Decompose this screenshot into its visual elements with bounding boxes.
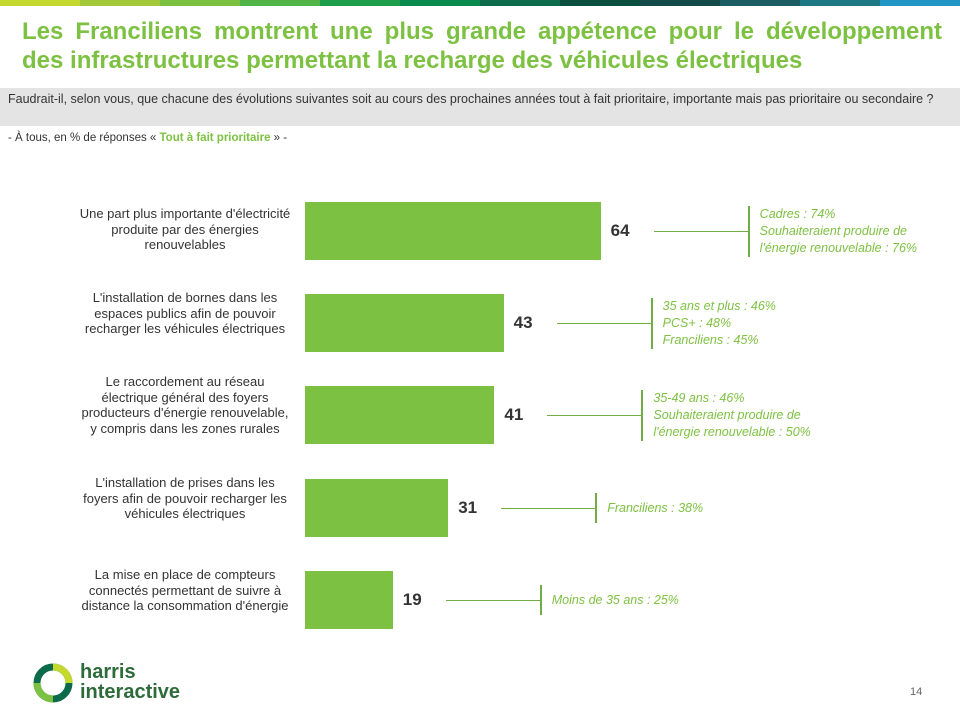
subgroup-annotation: Moins de 35 ans : 25%	[552, 592, 679, 609]
top-bar-segment	[320, 0, 400, 6]
data-label: 41	[504, 405, 524, 424]
logo-wordmark: harris interactive	[80, 662, 180, 702]
top-bar-segment	[640, 0, 720, 6]
top-bar-segment	[400, 0, 480, 6]
connector-line	[547, 415, 642, 416]
connector-line	[445, 600, 540, 601]
annotation-line: Franciliens : 38%	[607, 500, 704, 515]
annotation-line: 35 ans et plus : 46%	[662, 298, 776, 313]
logo-line-2: interactive	[80, 681, 181, 703]
subgroup-annotation: Franciliens : 38%	[607, 500, 703, 517]
question-band	[0, 88, 960, 126]
top-bar-segment	[560, 0, 640, 6]
data-label: 64	[610, 221, 630, 240]
base-note: - À tous, en % de réponses « Tout à fait…	[8, 132, 287, 144]
annotation-line: Cadres : 74%	[759, 206, 836, 221]
subgroup-annotation: Cadres : 74% Souhaiteraient produire de l'…	[760, 206, 917, 257]
top-bar-segment	[160, 0, 240, 6]
base-highlight: Tout à fait prioritaire	[159, 132, 271, 144]
page-title: Les Franciliens montrent une plus grande…	[22, 18, 942, 74]
base-suffix: » -	[270, 132, 288, 144]
harris-interactive-logo-icon	[33, 663, 73, 703]
bar	[305, 386, 495, 444]
bar	[305, 202, 601, 260]
category-label: L'installation de bornes dans les espace…	[84, 290, 286, 336]
question-text: Faudrait-il, selon vous, que chacune des…	[8, 92, 934, 106]
bracket-line	[595, 493, 598, 523]
bar	[305, 571, 393, 629]
page-number: 14	[910, 686, 923, 698]
subgroup-annotation: 35-49 ans : 46% Souhaiteraient produire d…	[653, 390, 810, 441]
top-bar-segment	[720, 0, 800, 6]
logo-line-1: harris	[80, 661, 136, 683]
bracket-line	[641, 389, 644, 441]
category-label: Le raccordement au réseau électrique gén…	[81, 374, 289, 436]
annotation-line: Souhaiteraient produire de	[759, 223, 907, 238]
subgroup-annotation: 35 ans et plus : 46% PCS+ : 48% Francilien…	[663, 298, 776, 349]
base-prefix: - À tous, en % de réponses «	[8, 132, 160, 144]
annotation-line: Moins de 35 ans : 25%	[551, 592, 679, 607]
top-bar-segment	[240, 0, 320, 6]
top-bar-segment	[480, 0, 560, 6]
category-label: La mise en place de compteurs connectés …	[81, 567, 289, 613]
annotation-line: l'énergie renouvelable : 76%	[759, 240, 918, 255]
bar	[305, 479, 449, 537]
annotation-line: Franciliens : 45%	[662, 332, 759, 347]
top-color-bar	[0, 0, 960, 6]
bar	[305, 294, 504, 352]
annotation-line: l'énergie renouvelable : 50%	[653, 424, 811, 439]
annotation-line: 35-49 ans : 46%	[653, 390, 745, 405]
annotation-line: PCS+ : 48%	[662, 315, 732, 330]
top-bar-segment	[80, 0, 160, 6]
bracket-line	[539, 585, 542, 615]
data-label: 19	[402, 590, 422, 609]
connector-line	[556, 323, 651, 324]
bracket-line	[650, 297, 653, 349]
category-label: L'installation de prises dans les foyers…	[83, 475, 287, 521]
top-bar-segment	[0, 0, 80, 6]
data-label: 31	[458, 498, 478, 517]
annotation-line: Souhaiteraient produire de	[653, 407, 801, 422]
top-bar-segment	[880, 0, 960, 6]
category-label: Une part plus importante d'électricité p…	[79, 206, 291, 252]
connector-line	[653, 231, 748, 232]
bracket-line	[747, 205, 750, 257]
connector-line	[501, 508, 596, 509]
top-bar-segment	[800, 0, 880, 6]
data-label: 43	[513, 313, 533, 332]
